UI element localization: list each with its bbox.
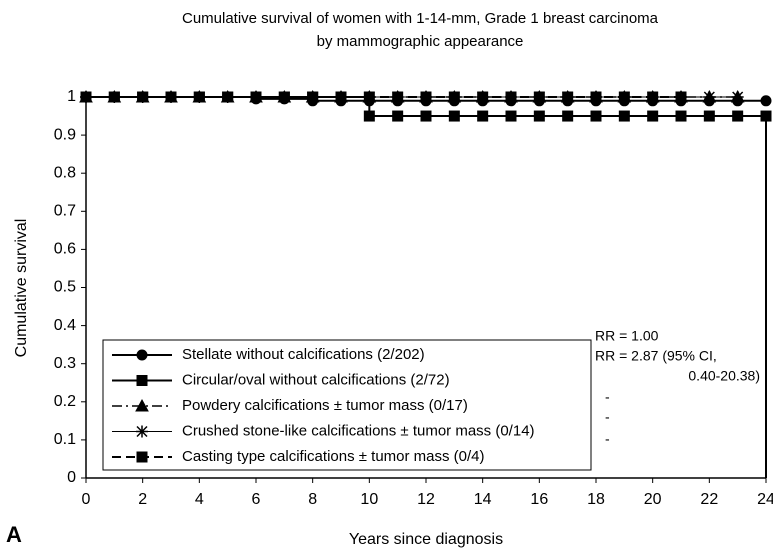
marker [307, 95, 319, 107]
annotation: - [605, 389, 610, 405]
marker [760, 95, 772, 107]
marker [760, 110, 772, 122]
y-tick-label: 0.1 [54, 431, 76, 448]
x-tick-label: 8 [308, 491, 317, 508]
y-tick-label: 0.9 [54, 126, 76, 143]
annotation: 0.40-20.38) [688, 368, 760, 384]
legend-label: Casting type calcifications ± tumor mass… [182, 448, 485, 465]
marker [562, 95, 574, 107]
x-tick-label: 4 [195, 491, 204, 508]
marker [136, 375, 148, 386]
legend-label: Circular/oval without calcifications (2/… [182, 371, 450, 388]
marker [136, 349, 148, 361]
marker [165, 91, 177, 103]
marker [505, 110, 517, 122]
marker [136, 451, 148, 463]
annotation: - [605, 431, 610, 447]
panel-label: A [6, 522, 22, 547]
marker [135, 398, 149, 412]
y-tick-label: 0.6 [54, 241, 76, 258]
y-tick-label: 1 [67, 88, 76, 105]
marker [647, 95, 659, 107]
marker [392, 95, 404, 107]
marker [108, 91, 120, 103]
marker [80, 91, 92, 103]
marker [647, 110, 659, 122]
y-tick-label: 0.3 [54, 355, 76, 372]
marker [703, 95, 715, 107]
y-axis-label: Cumulative survival [13, 219, 30, 358]
annotation: RR = 1.00 [595, 328, 659, 344]
marker [448, 110, 460, 122]
marker [590, 95, 602, 107]
marker [448, 95, 460, 107]
marker [562, 110, 574, 122]
x-tick-label: 22 [700, 491, 718, 508]
y-tick-label: 0.5 [54, 279, 76, 296]
marker [222, 91, 234, 103]
marker [363, 110, 375, 122]
x-tick-label: 6 [252, 491, 261, 508]
marker [193, 91, 205, 103]
y-tick-label: 0.7 [54, 203, 76, 220]
x-tick-label: 2 [138, 491, 147, 508]
x-tick-label: 10 [360, 491, 378, 508]
marker [505, 95, 517, 107]
chart-title: Cumulative survival of women with 1-14-m… [182, 10, 659, 27]
marker [136, 425, 148, 438]
legend-label: Powdery calcifications ± tumor mass (0/1… [182, 397, 468, 414]
marker [477, 110, 489, 122]
y-tick-label: 0.8 [54, 164, 76, 181]
marker [420, 95, 432, 107]
annotation: RR = 2.87 (95% CI, [595, 348, 717, 364]
marker [250, 93, 262, 105]
legend-box [102, 339, 592, 471]
marker [477, 95, 489, 107]
x-axis-label: Years since diagnosis [349, 531, 503, 548]
y-tick-label: 0.2 [54, 393, 76, 410]
x-tick-label: 20 [644, 491, 662, 508]
x-tick-label: 14 [474, 491, 492, 508]
legend-label: Crushed stone-like calcifications ± tumo… [182, 422, 535, 439]
marker [533, 110, 545, 122]
y-tick-label: 0 [67, 469, 76, 486]
x-tick-label: 0 [82, 491, 91, 508]
marker [533, 95, 545, 107]
annotation: - [605, 409, 610, 425]
marker [732, 95, 744, 107]
x-tick-label: 16 [530, 491, 548, 508]
marker [590, 110, 602, 122]
marker [278, 93, 290, 105]
marker [618, 110, 630, 122]
marker [675, 110, 687, 122]
marker [363, 95, 375, 107]
x-tick-label: 18 [587, 491, 605, 508]
x-tick-label: 24 [757, 491, 773, 508]
marker [675, 95, 687, 107]
y-tick-label: 0.4 [54, 317, 76, 334]
marker [732, 110, 744, 122]
marker [392, 110, 404, 122]
marker [618, 95, 630, 107]
marker [420, 110, 432, 122]
x-tick-label: 12 [417, 491, 435, 508]
marker [703, 110, 715, 122]
marker [137, 91, 149, 103]
chart-title: by mammographic appearance [317, 33, 524, 50]
marker [335, 95, 347, 107]
legend-label: Stellate without calcifications (2/202) [182, 346, 425, 363]
